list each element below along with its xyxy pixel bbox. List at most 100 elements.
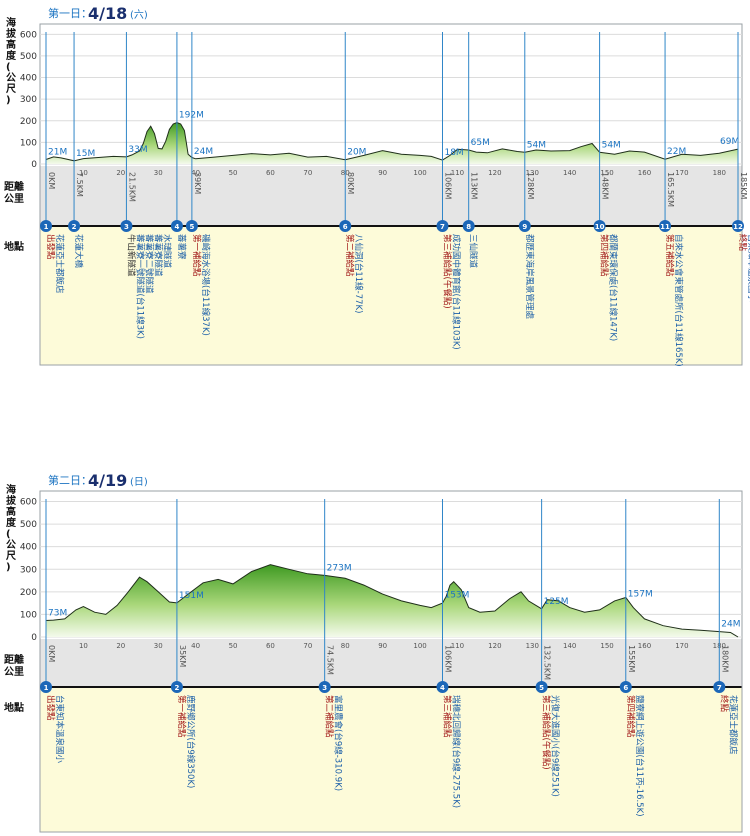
day-chart-2: 第二日：4/19 (日)6005004003002001000海拔高度(公尺)10… bbox=[4, 471, 743, 833]
elevation-label: 22M bbox=[667, 147, 686, 157]
chart-frame bbox=[39, 23, 743, 366]
station-marker bbox=[593, 220, 606, 232]
station-4: 4 蕃薯寮 bbox=[170, 32, 187, 260]
elevation-label: 15M bbox=[76, 149, 95, 159]
station-number: 7 bbox=[440, 223, 445, 231]
day-label: 第一日： bbox=[48, 6, 92, 20]
station-marker bbox=[659, 220, 672, 232]
x-tick-label: 160 bbox=[638, 642, 651, 650]
y-axis-label-char: ) bbox=[6, 562, 11, 573]
station-number: 9 bbox=[522, 223, 527, 231]
station-marker bbox=[518, 220, 531, 232]
distance-row-label-line: 公里 bbox=[4, 193, 24, 205]
distance-row-label: 距離公里 bbox=[4, 180, 24, 205]
station-place-name: 自來水公會東管處所(台11線165K) bbox=[673, 234, 684, 367]
day-label: 第二日： bbox=[48, 473, 92, 487]
elevation-line bbox=[45, 564, 739, 638]
station-place-name: 第五補給點 bbox=[664, 234, 675, 277]
y-axis-label: 海拔高度(公尺) bbox=[6, 16, 17, 106]
elevation-label: 20M bbox=[347, 148, 366, 158]
distance-row-label-line: 距離 bbox=[4, 180, 24, 193]
station-number: 8 bbox=[466, 223, 471, 231]
y-axis-label-char: ( bbox=[6, 529, 11, 540]
y-tick-label: 400 bbox=[20, 74, 37, 84]
distance-km-label: 148KM bbox=[601, 172, 610, 200]
station-place-name: 終點 bbox=[737, 234, 748, 252]
elevation-label: 21M bbox=[48, 147, 67, 157]
x-tick-label: 130 bbox=[526, 169, 539, 177]
station-number: 1 bbox=[44, 684, 49, 692]
station-number: 6 bbox=[623, 684, 628, 692]
x-tick-label: 170 bbox=[675, 169, 688, 177]
x-tick-label: 60 bbox=[266, 642, 275, 650]
x-tick-label: 130 bbox=[526, 642, 539, 650]
elevation-label: 18M bbox=[444, 148, 463, 158]
x-tick-label: 120 bbox=[488, 169, 501, 177]
elevation-label: 151M bbox=[179, 591, 204, 601]
y-tick-label: 600 bbox=[20, 498, 37, 508]
elevation-area bbox=[46, 122, 738, 164]
distance-km-label: 7.5KM bbox=[75, 172, 84, 197]
station-place-name: 磯崎海水浴場(台11線37K) bbox=[200, 234, 211, 336]
station-place-name: 富里農會(台9線-310.9K) bbox=[333, 695, 344, 791]
y-axis-label-char: 公 bbox=[6, 72, 16, 84]
x-tick-label: 140 bbox=[563, 169, 576, 177]
station-place-name: 蕃薯寮一號隧道(台11線3K) bbox=[134, 234, 145, 339]
station-number: 2 bbox=[72, 223, 77, 231]
y-axis-label-char: 尺 bbox=[6, 83, 16, 95]
y-axis-label-char: 度 bbox=[6, 49, 17, 62]
distance-km-label: 185KM bbox=[739, 172, 748, 200]
station-number: 12 bbox=[733, 223, 743, 231]
station-marker bbox=[120, 220, 133, 232]
station-marker bbox=[732, 220, 744, 232]
x-tick-label: 180 bbox=[713, 169, 726, 177]
y-axis-label-char: 拔 bbox=[6, 494, 17, 507]
station-place-name: 瑞穗北回歸線(台9線-275.5K) bbox=[450, 695, 461, 808]
station-number: 3 bbox=[124, 223, 129, 231]
distance-km-label: 106KM bbox=[443, 172, 452, 200]
station-place-name: 蕃薯寮二號隧道 bbox=[143, 234, 154, 294]
station-marker bbox=[68, 220, 81, 232]
station-place-name: 水璉隧道 bbox=[161, 234, 172, 269]
station-place-name: 鹽寮網上遊公園(台11丙-16.5K) bbox=[634, 695, 645, 817]
y-axis-label-char: 高 bbox=[6, 38, 16, 51]
station-marker bbox=[339, 220, 352, 232]
station-3: 21.5KM 3 水璉隧道蕃薯寮隧道蕃薯寮二號隧道蕃薯寮一號隧道(台11線3K)牛山… bbox=[120, 32, 172, 339]
station-place-name: 都歷東海岸風景管理處 bbox=[524, 234, 535, 320]
y-tick-label: 200 bbox=[20, 588, 37, 598]
distance-band bbox=[40, 639, 742, 687]
station-marker bbox=[462, 220, 475, 232]
distance-km-label: 128KM bbox=[526, 172, 535, 200]
station-place-name: 第一補給點 bbox=[176, 695, 187, 738]
station-marker bbox=[318, 681, 331, 693]
station-place-name: 第三補給點(午餐點) bbox=[441, 234, 452, 309]
station-marker bbox=[436, 681, 449, 693]
y-axis-label-char: 度 bbox=[6, 516, 17, 529]
station-place-name: 第二補給點 bbox=[344, 234, 355, 277]
x-tick-label: 160 bbox=[638, 169, 651, 177]
station-number: 5 bbox=[539, 684, 544, 692]
x-tick-label: 30 bbox=[154, 169, 163, 177]
elevation-label: 33M bbox=[128, 145, 147, 155]
station-marker bbox=[170, 220, 183, 232]
elevation-label: 54M bbox=[527, 140, 546, 150]
chart-frame bbox=[39, 490, 743, 833]
distance-km-label: 80KM bbox=[346, 172, 355, 194]
station-place-name: 八仙洞(台11線-77K) bbox=[353, 234, 364, 313]
x-tick-label: 110 bbox=[451, 642, 464, 650]
station-place-name: 台東知本溫泉國小 bbox=[54, 695, 65, 764]
station-number: 7 bbox=[717, 684, 722, 692]
place-row-label: 地點 bbox=[4, 701, 24, 714]
distance-row-label-line: 距離 bbox=[4, 653, 24, 666]
x-tick-label: 170 bbox=[675, 642, 688, 650]
distance-km-label: 155KM bbox=[627, 645, 636, 673]
station-6: 80KM 6 八仙洞(台11線-77K)第二補給點 bbox=[339, 32, 364, 313]
station-place-name: 第一補給點 bbox=[191, 234, 202, 277]
y-axis-label-char: 海 bbox=[6, 483, 16, 496]
y-axis-label-char: ) bbox=[6, 95, 11, 106]
place-band bbox=[40, 226, 742, 365]
